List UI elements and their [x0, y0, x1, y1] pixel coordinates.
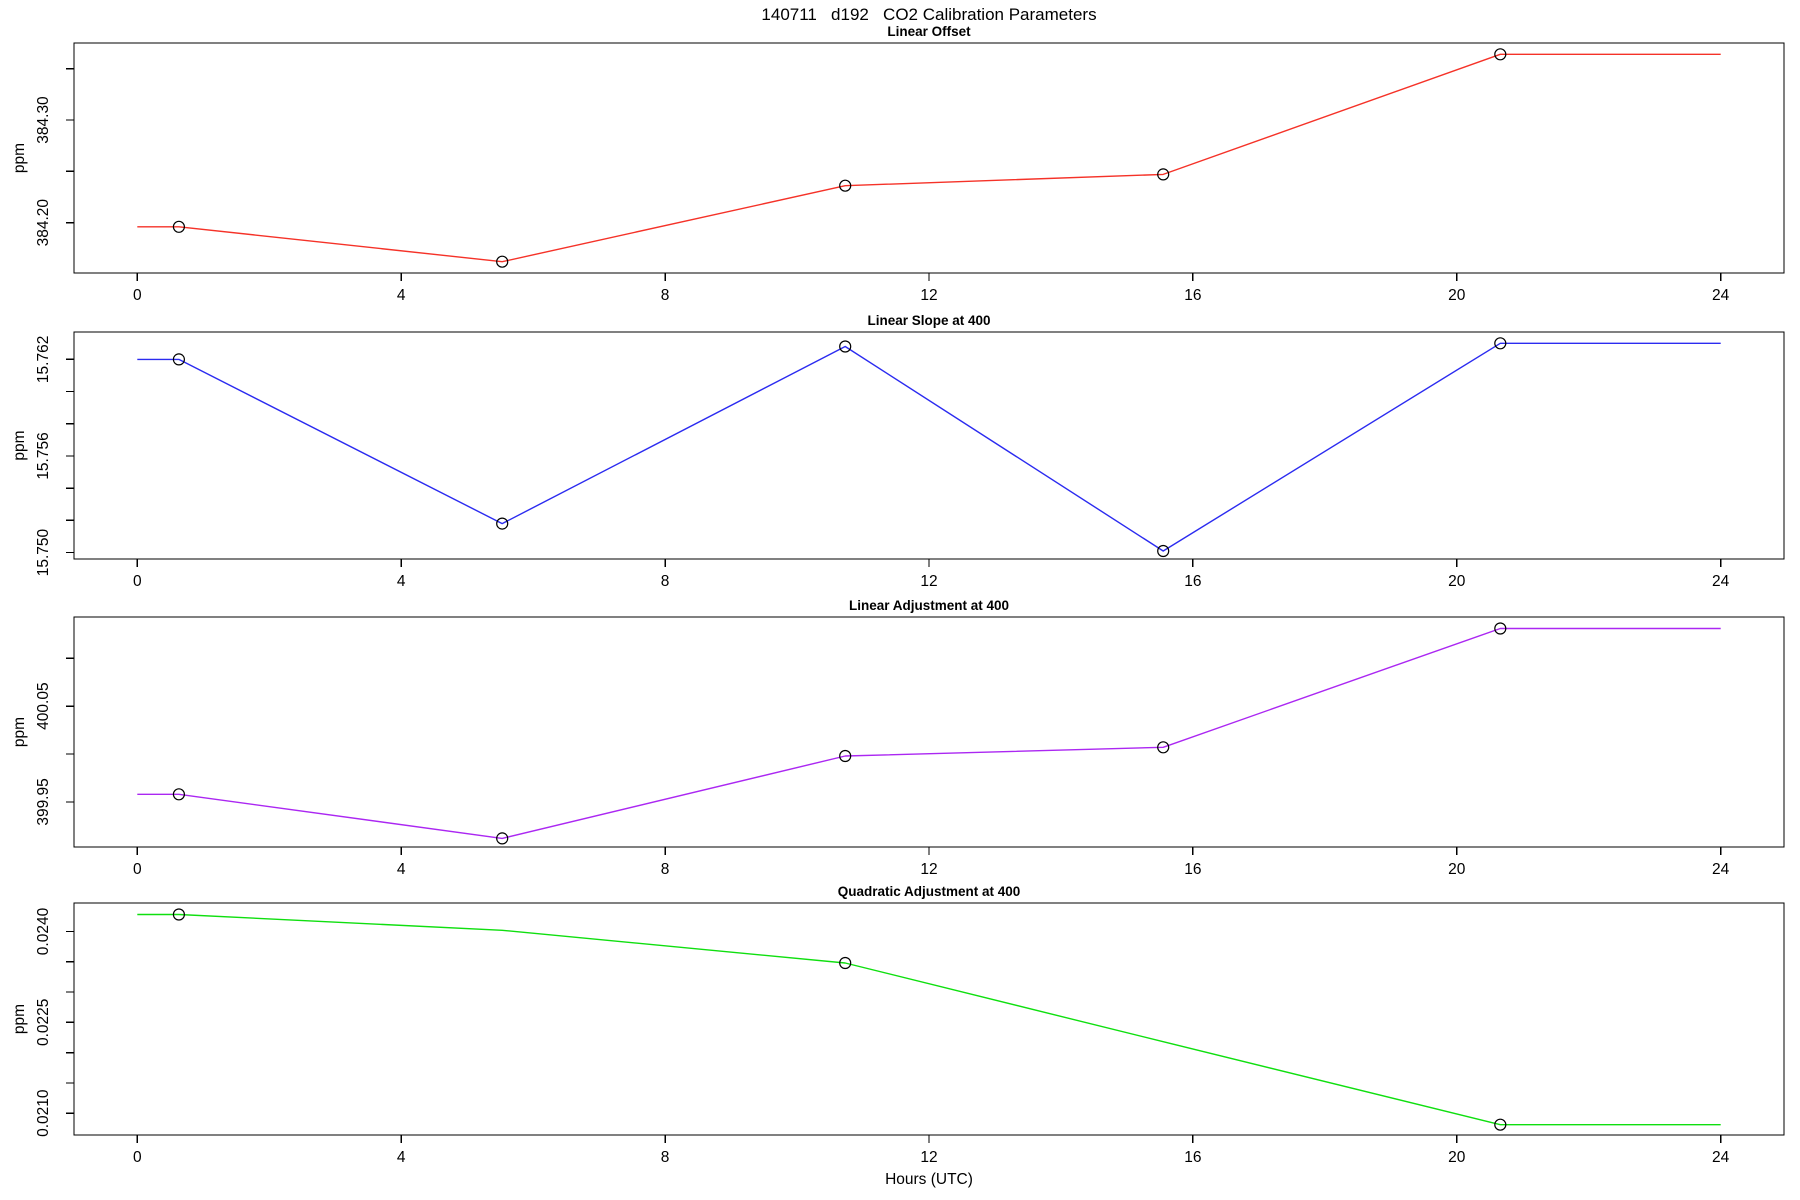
x-tick-label: 16	[1184, 1149, 1201, 1166]
y-tick-label: 0.0210	[35, 1089, 52, 1137]
data-point-marker	[839, 956, 852, 970]
x-tick-label: 8	[661, 287, 670, 304]
panel-title-linear-offset: Linear Offset	[887, 24, 971, 39]
series-line	[137, 627, 1721, 840]
panel-title-linear-slope: Linear Slope at 400	[867, 313, 991, 328]
panel-border	[73, 616, 1785, 848]
panel-border	[73, 902, 1785, 1136]
panel-border	[73, 42, 1785, 274]
x-tick-label: 12	[920, 1149, 937, 1166]
x-tick-label: 12	[920, 573, 937, 590]
data-point-marker	[496, 832, 509, 845]
data-point-marker	[1157, 741, 1170, 754]
data-point-marker	[172, 788, 185, 801]
data-point-marker	[496, 517, 509, 530]
x-tick-label: 20	[1448, 861, 1466, 878]
figure-title: 140711 d192 CO2 Calibration Parameters	[761, 5, 1097, 24]
data-point-marker	[172, 353, 185, 366]
data-point-marker	[1494, 337, 1507, 350]
x-tick-label: 20	[1448, 287, 1466, 304]
data-point-marker	[1494, 1118, 1507, 1131]
x-tick-label: 20	[1448, 1149, 1466, 1166]
series-line	[137, 342, 1721, 552]
x-tick-label: 24	[1712, 1149, 1730, 1166]
x-tick-label: 16	[1184, 861, 1201, 878]
x-axis-label: Hours (UTC)	[885, 1171, 973, 1188]
data-point-marker	[1157, 544, 1170, 558]
data-point-marker	[172, 908, 185, 921]
y-tick-label: 15.750	[35, 528, 52, 576]
panel-title-linear-adjustment: Linear Adjustment at 400	[848, 598, 1010, 613]
y-axis-title: ppm	[11, 143, 28, 173]
y-axis-title: ppm	[11, 430, 28, 460]
x-tick-label: 0	[133, 573, 142, 590]
y-axis-title: ppm	[11, 1004, 28, 1034]
x-tick-label: 4	[397, 861, 406, 878]
y-tick-label: 400.05	[35, 682, 52, 729]
data-point-marker	[839, 179, 852, 192]
panel-border	[73, 331, 1785, 560]
series-line	[137, 53, 1721, 263]
x-tick-label: 16	[1184, 573, 1201, 590]
y-tick-label: 15.762	[35, 336, 52, 383]
y-tick-label: 384.30	[35, 96, 52, 144]
x-tick-label: 0	[133, 287, 142, 304]
x-tick-label: 8	[661, 1149, 670, 1166]
panel-title-quadratic-adjustment: Quadratic Adjustment at 400	[837, 884, 1021, 899]
x-tick-label: 16	[1184, 287, 1201, 304]
x-tick-label: 24	[1712, 573, 1730, 590]
x-tick-label: 8	[661, 573, 670, 590]
y-tick-label: 0.0240	[35, 907, 52, 955]
data-point-marker	[1494, 48, 1507, 61]
data-point-marker	[1494, 622, 1507, 635]
data-point-marker	[1157, 168, 1170, 181]
series-line	[137, 913, 1721, 1126]
x-tick-label: 20	[1448, 573, 1466, 590]
x-tick-label: 0	[133, 861, 142, 878]
y-tick-label: 15.756	[35, 432, 52, 479]
x-tick-label: 24	[1712, 861, 1730, 878]
x-tick-label: 12	[920, 861, 937, 878]
data-point-marker	[496, 255, 509, 268]
x-tick-label: 12	[920, 287, 937, 304]
data-point-marker	[839, 340, 852, 353]
y-tick-label: 384.20	[35, 199, 52, 247]
data-point-marker	[172, 220, 185, 233]
y-tick-label: 0.0225	[35, 999, 52, 1046]
x-tick-label: 4	[397, 287, 406, 304]
data-point-marker	[839, 749, 852, 763]
x-tick-label: 4	[397, 573, 406, 590]
y-axis-title: ppm	[11, 717, 28, 747]
x-tick-label: 8	[661, 861, 670, 878]
x-tick-label: 24	[1712, 287, 1730, 304]
x-tick-label: 0	[133, 1149, 142, 1166]
x-tick-label: 4	[397, 1149, 406, 1166]
y-tick-label: 399.95	[35, 778, 52, 825]
